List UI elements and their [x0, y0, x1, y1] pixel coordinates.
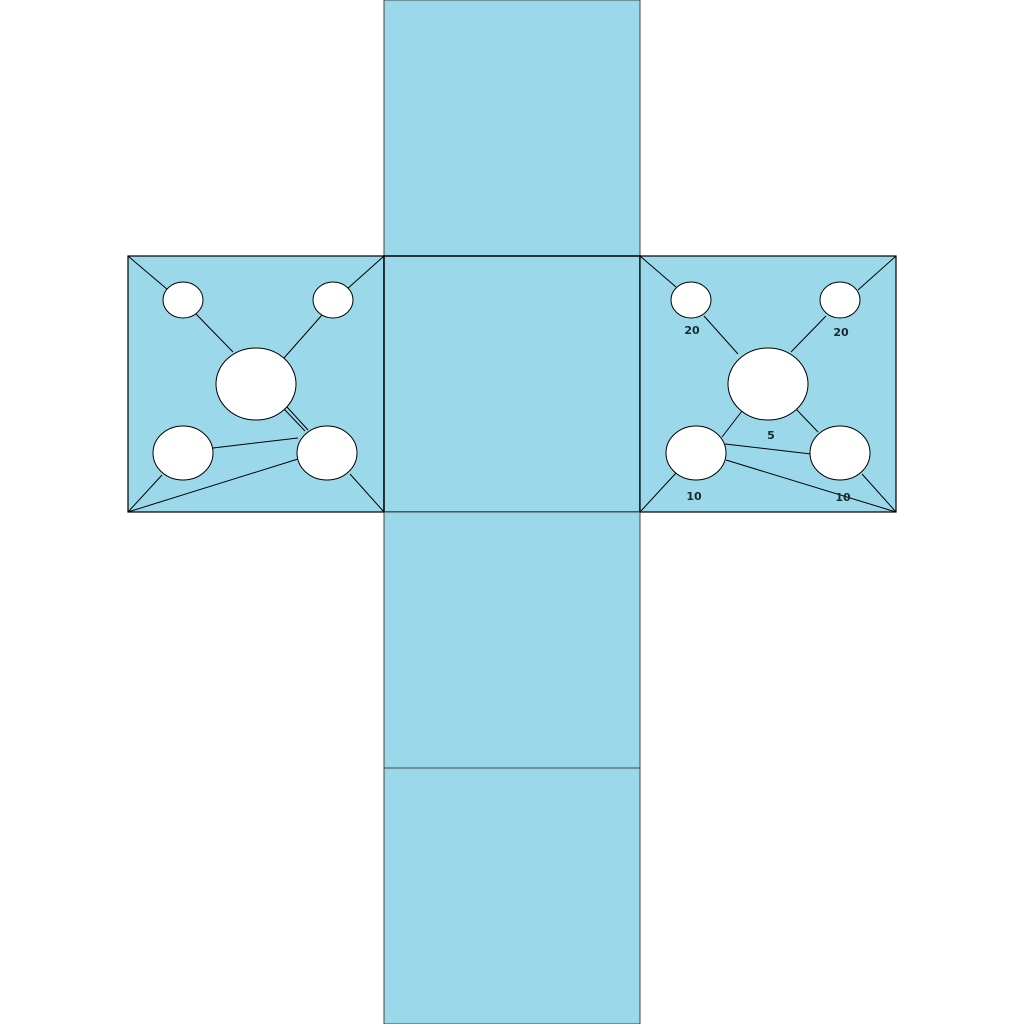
right-edge-hub-br	[795, 408, 819, 433]
right-node-top-right	[819, 281, 861, 319]
cube-faces	[127, 0, 897, 1025]
left-edge-hub-br-1	[283, 408, 306, 432]
right-node-top-left	[670, 281, 712, 319]
face-bottom	[383, 511, 641, 769]
face-base	[383, 767, 641, 1025]
face-top	[383, 0, 641, 257]
right-weight-labels: 20 20 5 10 10	[684, 324, 851, 504]
right-nodes	[665, 281, 871, 481]
right-edge-bl-corner-br	[725, 459, 897, 513]
weight-label-top-left: 20	[684, 324, 700, 337]
weight-label-top-right: 20	[833, 326, 849, 339]
weight-label-hub: 5	[767, 429, 775, 442]
right-edge-tl-hub	[703, 315, 739, 355]
right-edge-br-corner	[861, 473, 897, 513]
right-edge-corner-tr	[857, 255, 897, 291]
left-graph	[127, 255, 385, 513]
right-node-bottom-right	[809, 425, 871, 481]
right-edge-corner-bl	[639, 472, 677, 513]
right-edge-tr-hub	[790, 315, 827, 353]
left-edge-corner-tl	[127, 255, 169, 291]
right-node-bottom-left	[665, 425, 727, 481]
left-edge-corner-bl-bl	[127, 474, 163, 513]
left-edge-hub-br-2	[286, 406, 309, 431]
left-node-top-left	[162, 281, 204, 319]
left-node-top-right	[312, 281, 354, 319]
left-node-hub	[215, 347, 297, 421]
right-edge-bl-br	[724, 443, 812, 455]
left-edge-bl-br	[212, 437, 299, 449]
weight-label-bottom-right: 10	[835, 491, 851, 504]
left-node-bottom-left	[152, 425, 214, 481]
right-graph	[639, 255, 897, 513]
left-nodes	[152, 281, 358, 481]
left-edge-br-corner	[349, 473, 385, 513]
right-node-hub	[727, 347, 809, 421]
weight-label-bottom-left: 10	[686, 490, 702, 503]
left-edge-tl-hub	[195, 313, 234, 353]
left-edge-tr-hub	[283, 314, 323, 359]
face-center	[383, 255, 641, 513]
left-edge-corner-bl-br	[127, 458, 299, 513]
left-node-bottom-right	[296, 425, 358, 481]
right-edge-corner-tl	[639, 255, 677, 288]
right-edge-hub-bl	[721, 410, 743, 438]
left-edge-corner-tr	[345, 255, 385, 291]
